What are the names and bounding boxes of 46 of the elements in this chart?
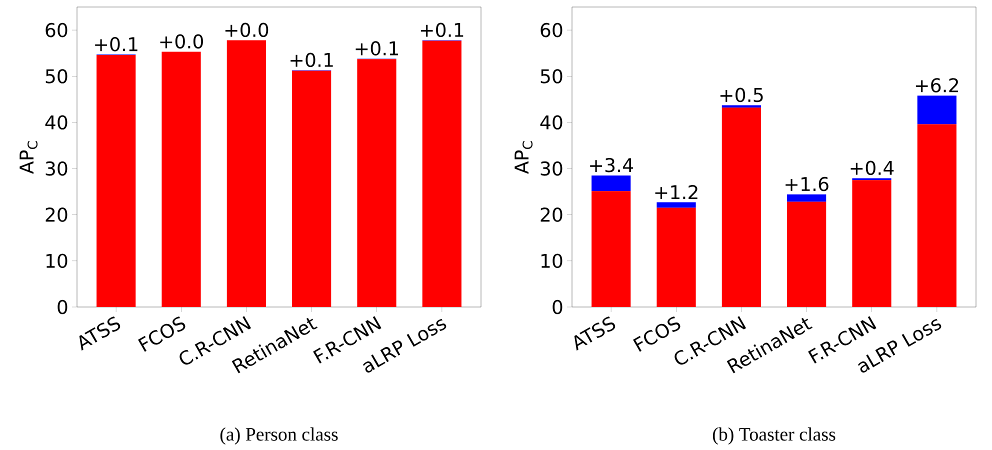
y-tick-label: 50 bbox=[540, 69, 562, 84]
y-tick-label: 0 bbox=[58, 300, 68, 314]
y-axis-title: AP$_{C}$ bbox=[20, 141, 38, 174]
bar bbox=[722, 108, 761, 307]
bar bbox=[656, 202, 696, 208]
bar bbox=[292, 70, 332, 307]
text: (a) Person class bbox=[220, 427, 338, 445]
y-tick-label: 60 bbox=[540, 22, 562, 38]
data-label: +0.0 bbox=[225, 22, 268, 38]
bar bbox=[422, 40, 462, 307]
data-label: +6.2 bbox=[916, 78, 958, 92]
data-label: +0.1 bbox=[95, 37, 138, 52]
y-tick-label: 40 bbox=[45, 115, 68, 130]
bar bbox=[226, 40, 266, 307]
bar bbox=[162, 52, 201, 307]
bar bbox=[592, 191, 631, 307]
bar bbox=[787, 194, 826, 202]
y-tick-label: 20 bbox=[46, 208, 68, 222]
bar bbox=[592, 175, 631, 192]
data-label: +0.1 bbox=[356, 41, 398, 56]
data-label: +0.0 bbox=[160, 34, 203, 49]
data-label: +0.5 bbox=[720, 88, 763, 102]
y-tick-label: 50 bbox=[46, 69, 68, 84]
data-label: +3.4 bbox=[590, 158, 634, 172]
data-label: +0.4 bbox=[850, 160, 894, 176]
y-tick-label: 0 bbox=[552, 300, 562, 314]
y-tick-label: 30 bbox=[540, 161, 562, 176]
y-tick-label: 30 bbox=[46, 161, 68, 176]
bar bbox=[656, 208, 696, 307]
bar bbox=[96, 55, 136, 307]
bar bbox=[852, 180, 892, 307]
data-label: +1.6 bbox=[786, 176, 828, 192]
bar bbox=[917, 124, 956, 307]
bar bbox=[787, 202, 826, 307]
text: (b) Toaster class bbox=[712, 427, 836, 445]
bar bbox=[357, 59, 396, 307]
data-label: +0.1 bbox=[290, 52, 333, 68]
y-tick-label: 10 bbox=[46, 254, 68, 268]
y-axis-title: AP$_{C}$ bbox=[514, 141, 533, 174]
data-label: +1.2 bbox=[655, 184, 698, 200]
y-tick-label: 40 bbox=[540, 115, 562, 130]
y-tick-label: 60 bbox=[46, 22, 68, 38]
bar bbox=[917, 96, 956, 124]
y-tick-label: 10 bbox=[541, 254, 562, 268]
y-tick-label: 20 bbox=[540, 208, 562, 222]
data-label: +0.1 bbox=[420, 22, 464, 38]
